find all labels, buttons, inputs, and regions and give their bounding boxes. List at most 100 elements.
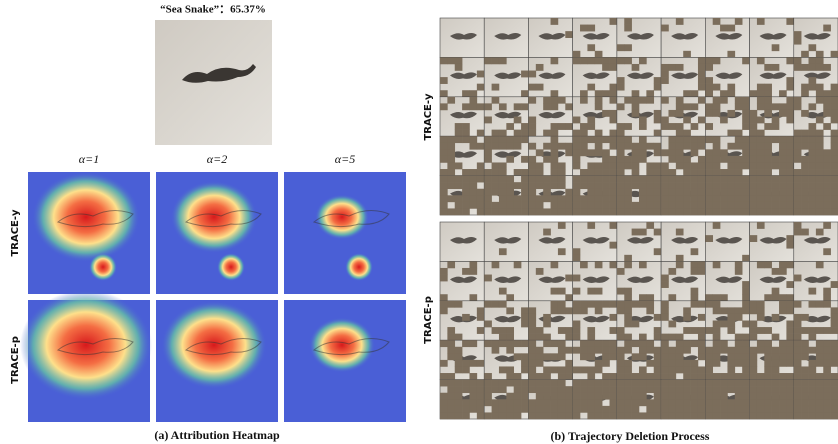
deleted-patch bbox=[492, 136, 500, 143]
deleted-patch bbox=[727, 386, 735, 393]
deleted-patch bbox=[521, 360, 529, 367]
deleted-patch bbox=[447, 97, 455, 104]
deleted-patch bbox=[632, 321, 640, 328]
deleted-patch bbox=[683, 307, 691, 314]
deleted-patch bbox=[742, 360, 750, 367]
heatmap bbox=[20, 290, 152, 422]
deleted-patch bbox=[639, 182, 647, 189]
deleted-patch bbox=[720, 202, 728, 209]
deleted-patch bbox=[610, 301, 618, 308]
deleted-patch bbox=[551, 182, 559, 189]
deleted-patch bbox=[661, 195, 669, 202]
deleted-patch bbox=[794, 327, 802, 334]
deleted-patch bbox=[691, 169, 699, 176]
deleted-patch bbox=[742, 340, 750, 347]
deleted-patch bbox=[595, 366, 603, 373]
deleted-patch bbox=[469, 195, 477, 202]
deleted-patch bbox=[691, 149, 699, 156]
deleted-patch bbox=[705, 406, 713, 413]
deleted-patch bbox=[639, 380, 647, 387]
deleted-patch bbox=[691, 90, 699, 97]
deleted-patch bbox=[580, 123, 588, 130]
deleted-patch bbox=[750, 90, 758, 97]
deleted-patch bbox=[691, 386, 699, 393]
deleted-patch bbox=[691, 393, 699, 400]
deleted-patch bbox=[447, 393, 455, 400]
deleted-patch bbox=[440, 301, 448, 308]
deleted-patch bbox=[801, 195, 809, 202]
deleted-patch bbox=[528, 399, 536, 406]
deleted-patch bbox=[565, 327, 573, 334]
deleted-patch bbox=[624, 393, 632, 400]
deleted-patch bbox=[558, 347, 566, 354]
deleted-patch bbox=[831, 110, 838, 117]
deleted-patch bbox=[506, 202, 514, 209]
deleted-patch bbox=[492, 84, 500, 91]
deleted-patch bbox=[610, 18, 618, 25]
deleted-patch bbox=[602, 64, 610, 71]
deleted-patch bbox=[801, 208, 809, 215]
deleted-patch bbox=[750, 156, 758, 163]
deleted-patch bbox=[720, 208, 728, 215]
deleted-patch bbox=[462, 169, 470, 176]
deleted-patch bbox=[794, 136, 802, 143]
deleted-patch bbox=[786, 103, 794, 110]
deleted-patch bbox=[831, 393, 838, 400]
deleted-patch bbox=[794, 130, 802, 137]
deleted-patch bbox=[632, 202, 640, 209]
deleted-patch bbox=[698, 353, 706, 360]
deleted-patch bbox=[823, 149, 831, 156]
deleted-patch bbox=[757, 57, 765, 64]
deleted-patch bbox=[676, 202, 684, 209]
deleted-patch bbox=[573, 162, 581, 169]
deleted-patch bbox=[676, 162, 684, 169]
deleted-patch bbox=[831, 130, 838, 137]
deletion-step bbox=[617, 301, 662, 341]
deleted-patch bbox=[801, 162, 809, 169]
deleted-patch bbox=[580, 399, 588, 406]
deletion-step bbox=[750, 176, 795, 216]
deleted-patch bbox=[764, 208, 772, 215]
deleted-patch bbox=[455, 176, 463, 183]
deleted-patch bbox=[573, 149, 581, 156]
deleted-patch bbox=[484, 386, 492, 393]
deleted-patch bbox=[587, 288, 595, 295]
deleted-patch bbox=[499, 103, 507, 110]
deleted-patch bbox=[816, 386, 824, 393]
deleted-patch bbox=[573, 386, 581, 393]
deleted-patch bbox=[794, 176, 802, 183]
deleted-patch bbox=[683, 182, 691, 189]
deletion-step bbox=[750, 18, 795, 57]
deleted-patch bbox=[624, 195, 632, 202]
deleted-patch bbox=[587, 123, 595, 130]
deletion-step bbox=[440, 340, 485, 380]
deleted-patch bbox=[536, 380, 544, 387]
deleted-patch bbox=[610, 347, 618, 354]
deletion-step bbox=[661, 18, 705, 58]
deleted-patch bbox=[469, 169, 477, 176]
deleted-patch bbox=[484, 208, 492, 215]
deleted-patch bbox=[632, 176, 640, 183]
deleted-patch bbox=[514, 117, 522, 124]
deleted-patch bbox=[720, 412, 728, 419]
deleted-patch bbox=[587, 44, 595, 51]
deleted-patch bbox=[720, 182, 728, 189]
deleted-patch bbox=[551, 393, 559, 400]
deleted-patch bbox=[573, 399, 581, 406]
deleted-patch bbox=[794, 353, 802, 360]
deleted-patch bbox=[779, 301, 787, 308]
deletion-step bbox=[440, 57, 485, 97]
deleted-patch bbox=[654, 347, 662, 354]
deleted-patch bbox=[646, 301, 654, 308]
deleted-patch bbox=[580, 380, 588, 387]
deleted-patch bbox=[580, 57, 588, 64]
deleted-patch bbox=[602, 110, 610, 117]
deleted-patch bbox=[735, 189, 743, 196]
deleted-patch bbox=[587, 208, 595, 215]
deletion-step bbox=[794, 340, 838, 380]
deleted-patch bbox=[587, 353, 595, 360]
deleted-patch bbox=[683, 202, 691, 209]
deleted-patch bbox=[742, 162, 750, 169]
deleted-patch bbox=[809, 136, 817, 143]
deleted-patch bbox=[528, 321, 536, 328]
